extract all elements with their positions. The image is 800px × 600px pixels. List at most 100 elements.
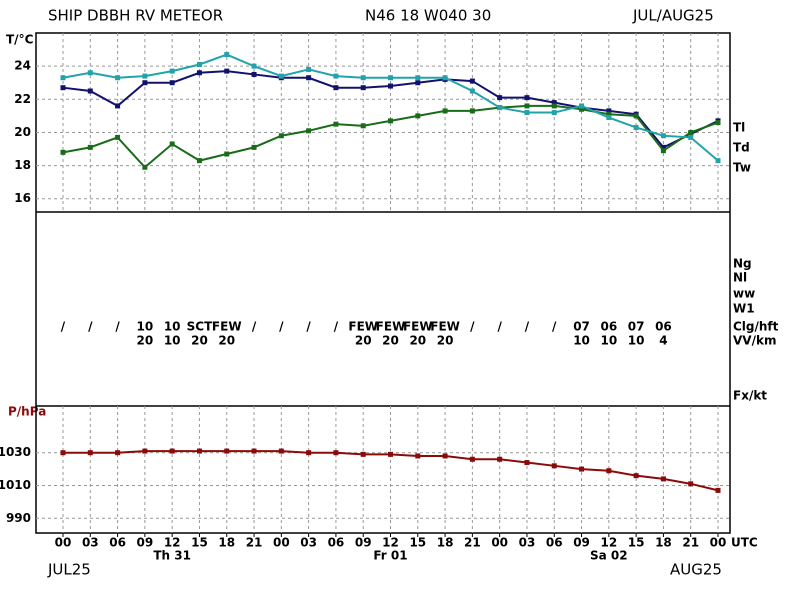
visibility: 10 [628,334,645,348]
row-label: Clg/hft [733,320,779,334]
ceiling: 10 [137,320,154,334]
point [278,133,284,139]
point [251,144,257,150]
point [142,448,148,454]
ceiling: / [61,320,66,334]
ceiling: FEW [376,320,406,334]
x-tick-label: 21 [246,536,263,550]
ceiling: / [470,320,475,334]
ceiling: FEW [430,320,460,334]
point [524,103,530,109]
point [415,80,421,86]
point [142,164,148,170]
y-tick-label: 24 [14,59,31,73]
x-tick-label: 09 [355,536,372,550]
point [579,106,585,112]
visibility: 4 [659,334,667,348]
point [224,68,230,74]
point [333,450,339,456]
point [360,85,366,91]
y-tick-label: 990 [6,511,31,525]
point [60,450,66,456]
point [497,95,503,101]
point [169,68,175,74]
visibility: 20 [191,334,208,348]
point [660,133,666,139]
x-tick-label: 00 [710,536,727,550]
visibility: 20 [218,334,235,348]
point [606,115,612,121]
point [606,108,612,114]
x-tick-label: 03 [82,536,99,550]
point [196,158,202,164]
ceiling: 06 [600,320,617,334]
row-label: Nl [733,271,747,285]
point [333,73,339,79]
x-tick-label: 06 [546,536,563,550]
point [442,453,448,459]
ceiling: / [306,320,311,334]
x-unit: UTC [731,536,758,550]
point [87,144,93,150]
x-tick-label: 15 [191,536,208,550]
legend-entry: Td [733,141,750,155]
point [633,113,639,119]
point [251,63,257,69]
ceiling: FEW [212,320,242,334]
day-label: Sa 02 [590,549,628,563]
visibility: 20 [137,334,154,348]
point [524,110,530,116]
x-tick-label: 09 [573,536,590,550]
point [524,460,530,466]
point [60,149,66,155]
point [388,75,393,81]
x-tick-label: 03 [519,536,536,550]
y-tick-label: 18 [14,158,31,172]
station: SHIP DBBH RV METEOR [48,7,223,25]
legend-entry: Tl [733,121,745,135]
point [660,148,666,154]
point [360,75,366,81]
point [278,73,284,79]
point [87,88,93,94]
point [688,481,694,487]
visibility: 10 [573,334,590,348]
visibility: 10 [600,334,617,348]
point [142,73,148,79]
row-label: VV/km [733,334,776,348]
point [360,123,366,129]
point [115,75,121,81]
point [469,108,475,114]
point [142,80,148,86]
y-tick-label: 20 [14,125,31,139]
point [415,453,421,459]
point [660,144,666,150]
visibility: 10 [164,334,181,348]
x-tick-label: 06 [328,536,345,550]
visibility: 20 [355,334,372,348]
point [469,88,475,94]
x-tick-label: 06 [109,536,126,550]
row-label: Ng [733,257,752,271]
x-tick-label: 15 [628,536,645,550]
row-label: Fx/kt [733,389,767,403]
point [115,450,121,456]
point [306,450,312,456]
point [87,70,93,76]
x-tick-label: 18 [655,536,672,550]
point [169,80,175,86]
x-tick-label: 12 [382,536,399,550]
point [306,128,312,134]
ceiling: FEW [403,320,433,334]
row-label: ww [733,287,755,301]
point [715,158,721,164]
point [688,134,694,140]
x-tick-label: 12 [164,536,181,550]
period: JUL/AUG25 [632,7,714,25]
point [415,113,421,119]
start-month: JUL25 [47,561,91,579]
row-label: W1 [733,302,755,316]
point [497,456,503,462]
